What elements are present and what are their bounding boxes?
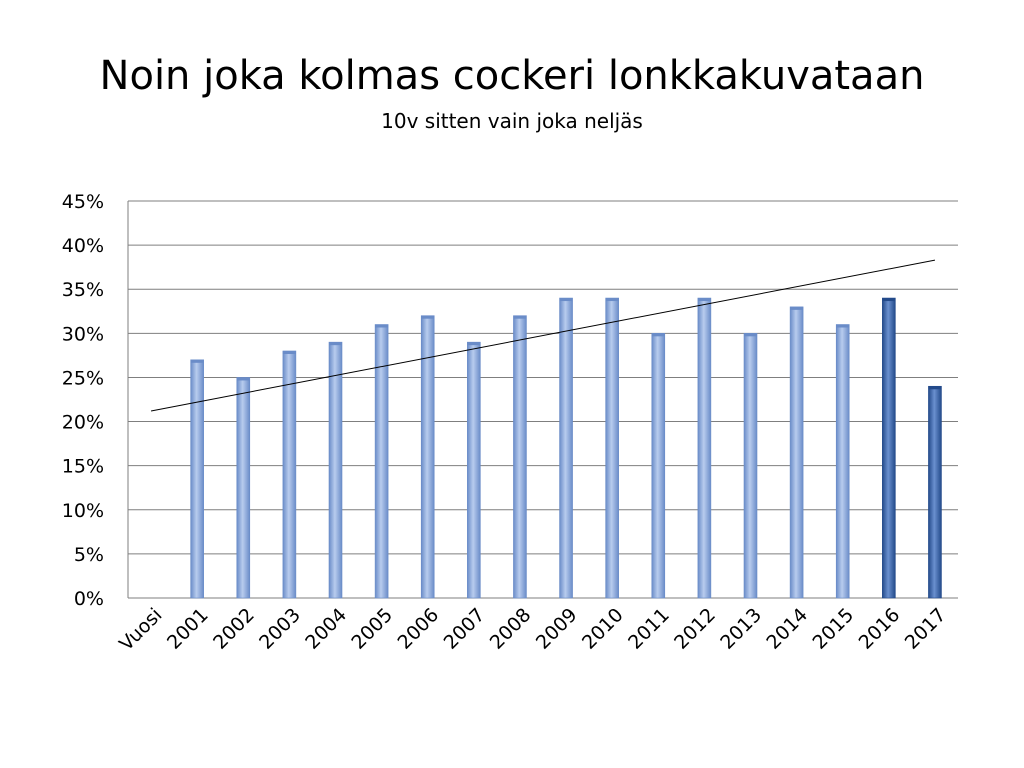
x-tick-label: 2008 [486,604,536,654]
bar-2012 [697,297,712,599]
y-tick-label: 10% [62,500,104,522]
bar-2002 [236,377,251,599]
bars [190,297,942,599]
x-tick-label: 2013 [716,604,766,654]
x-tick-label: 2003 [255,604,305,654]
x-axis-tick-labels: Vuosi20012002200320042005200620072008200… [115,604,950,655]
bar-top-2013 [744,333,757,337]
bar-top-2016 [882,298,896,302]
gridlines [128,200,958,555]
x-tick-label: 2006 [394,604,444,654]
bar-top-2006 [421,315,435,319]
y-tick-label: 5% [74,544,104,566]
bar-top-2001 [190,359,204,363]
bar-top-2002 [236,377,250,381]
y-tick-label: 15% [62,456,104,478]
bar-top-2010 [605,298,619,302]
bar-top-2005 [375,324,389,328]
x-tick-label: 2011 [624,604,674,654]
x-tick-label: 2004 [301,604,351,654]
bar-top-2008 [513,315,527,319]
x-tick-label: 2002 [209,604,259,654]
x-tick-label: 2014 [762,604,812,654]
x-tick-label: 2017 [901,604,951,654]
bar-top-2009 [559,298,573,302]
axes [127,201,958,599]
bar-2011 [651,333,666,599]
x-tick-label: 2016 [855,604,905,654]
bar-top-2007 [467,342,481,346]
bar-2017 [928,385,942,599]
bar-2001 [190,359,204,599]
y-tick-label: 40% [62,235,104,257]
x-tick-label: 2009 [532,604,582,654]
bar-2008 [513,315,527,599]
bar-top-2003 [282,350,296,354]
x-tick-label: 2005 [347,604,397,654]
y-tick-label: 35% [62,279,104,301]
bar-2013 [743,333,758,599]
x-tick-label: 2012 [670,604,720,654]
y-tick-label: 45% [62,191,104,213]
bar-top-2012 [697,298,711,302]
x-tick-label: 2001 [163,604,213,654]
x-tick-label: 2007 [440,604,490,654]
bar-top-2011 [651,333,665,337]
chart-subtitle: 10v sitten vain joka neljäs [381,109,643,133]
y-axis-tick-labels: 0% 5% 10% 15% 20% 25% 30% 35% 40% 45% [62,191,104,610]
trendline [150,259,936,412]
y-tick-label: 0% [74,588,104,610]
bar-2015 [835,324,850,599]
bar-2003 [282,350,297,599]
bar-top-2014 [790,306,804,310]
bar-top-2017 [928,386,942,390]
bar-top-2004 [329,342,342,346]
bar-2007 [467,341,481,599]
x-tick-label: Vuosi [115,604,166,655]
chart-title: Noin joka kolmas cockeri lonkkakuvataan [99,53,925,99]
x-tick-label: 2015 [809,604,859,654]
x-tick-label: 2010 [578,604,628,654]
bar-top-2015 [836,324,850,328]
bar-2004 [328,341,343,599]
bar-2016 [882,297,896,599]
y-tick-label: 25% [62,367,104,389]
y-tick-label: 20% [62,412,104,434]
bar-2009 [559,297,573,599]
bar-2014 [789,306,804,599]
trendline-group [150,259,936,412]
bar-2010 [605,297,619,599]
y-tick-label: 30% [62,323,104,345]
